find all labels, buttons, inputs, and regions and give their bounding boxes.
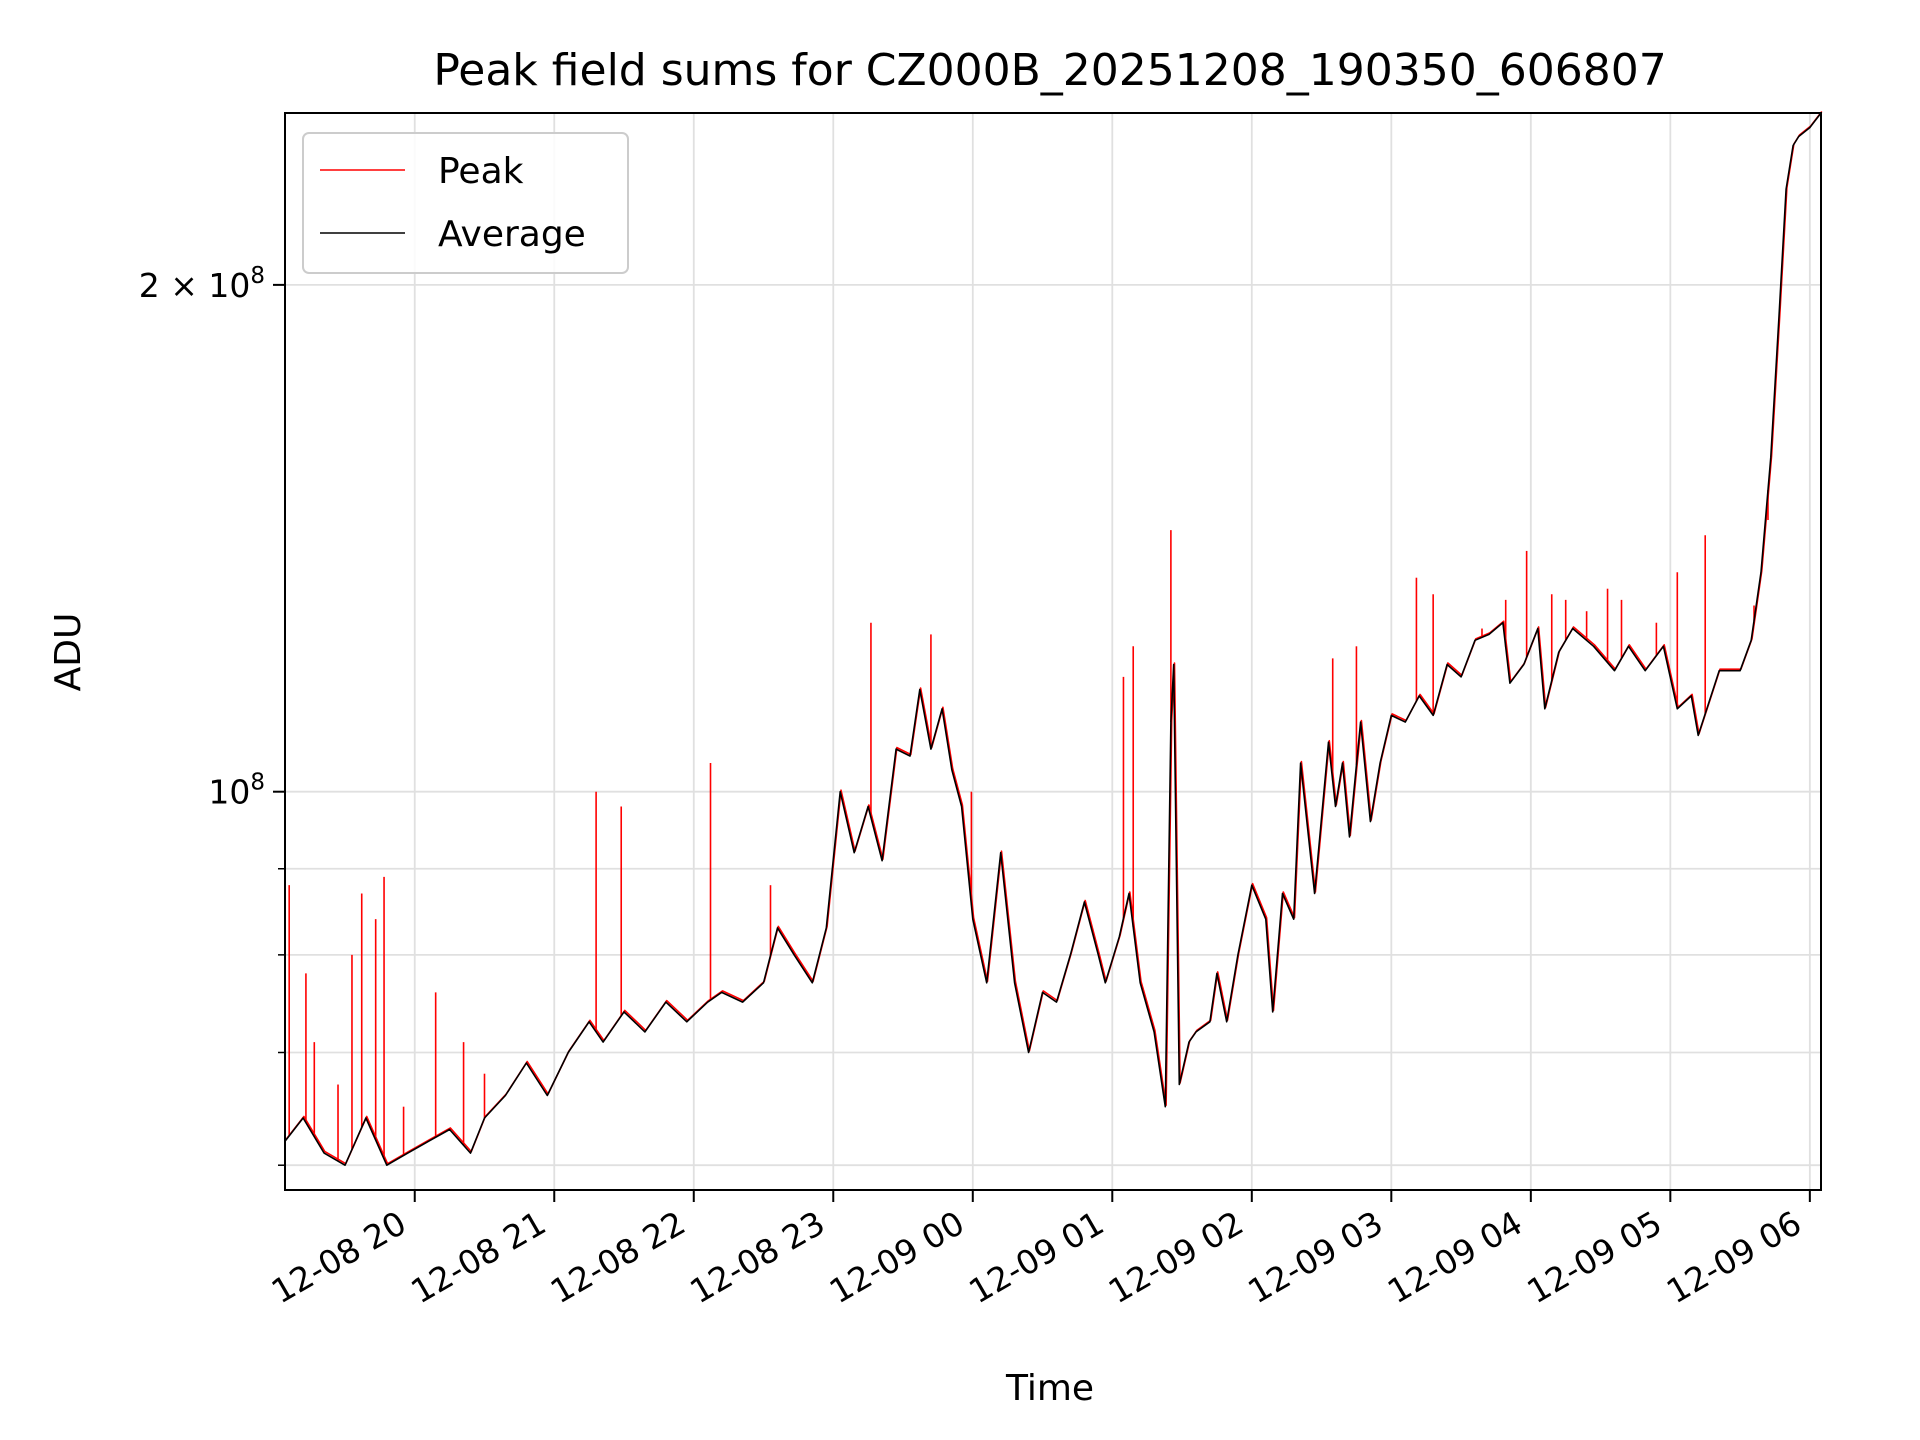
- legend-label-average: Average: [438, 214, 586, 255]
- x-tick-label: 12-09 04: [1381, 1203, 1529, 1311]
- x-tick-label: 12-09 02: [1102, 1203, 1250, 1311]
- legend: Peak Average: [302, 132, 629, 274]
- average-series-line: [284, 112, 1822, 1166]
- x-tick-label: 12-08 23: [683, 1203, 831, 1311]
- x-axis-label: Time: [1005, 1368, 1094, 1409]
- y-tick-label-exponent: 8: [250, 263, 265, 289]
- series-layer: [284, 111, 1823, 1166]
- x-tick-label: 12-08 21: [404, 1203, 552, 1311]
- chart-title: Peak field sums for CZ000B_20251208_1903…: [433, 45, 1666, 96]
- x-tick-label: 12-09 03: [1241, 1203, 1389, 1311]
- legend-box: [302, 132, 629, 274]
- grid: [285, 113, 1821, 1190]
- y-tick-label-base: 10: [208, 773, 250, 812]
- x-tick-label: 12-08 20: [265, 1203, 413, 1311]
- x-tick-label: 12-09 06: [1660, 1203, 1808, 1311]
- y-tick-label: 2 × 108: [139, 263, 265, 305]
- x-tick-label: 12-09 05: [1520, 1203, 1668, 1311]
- y-axis-label: ADU: [48, 613, 89, 692]
- y-tick-label: 108: [208, 770, 265, 812]
- y-tick-label-exponent: 8: [250, 770, 265, 796]
- legend-label-peak: Peak: [438, 151, 524, 192]
- plot-frame: [284, 112, 1822, 1191]
- x-tick-label: 12-08 22: [544, 1203, 692, 1311]
- x-tick-label: 12-09 01: [962, 1203, 1110, 1311]
- x-tick-label: 12-09 00: [823, 1203, 971, 1311]
- y-tick-label-base: 2 × 10: [139, 266, 251, 305]
